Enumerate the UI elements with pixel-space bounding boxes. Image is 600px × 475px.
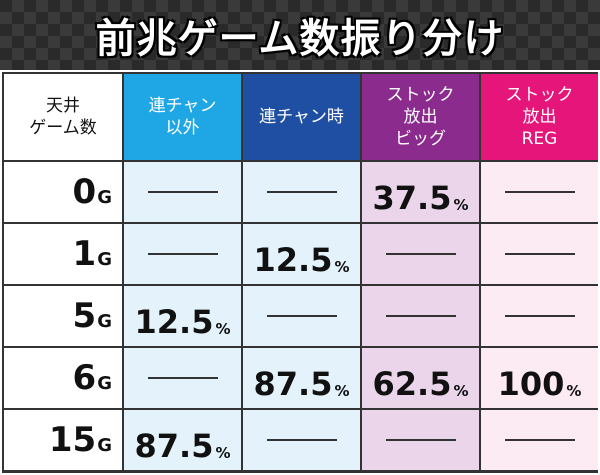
dash-empty bbox=[147, 377, 218, 379]
percent-value: 62.5 bbox=[372, 365, 452, 403]
table-cell: 62.5% bbox=[362, 348, 479, 408]
table-cell bbox=[362, 224, 479, 284]
column-header-stock-big: ストック 放出 ビッグ bbox=[362, 74, 479, 160]
percent-sign: % bbox=[453, 196, 469, 214]
table-cell bbox=[243, 410, 360, 470]
dash-empty bbox=[147, 191, 218, 193]
table-cell bbox=[124, 162, 241, 222]
game-count: 6 bbox=[72, 358, 97, 398]
game-count: 15 bbox=[48, 420, 97, 460]
dash-empty bbox=[385, 315, 456, 317]
percent-value: 12.5 bbox=[134, 303, 214, 341]
game-unit: G bbox=[97, 373, 112, 394]
table-cell bbox=[243, 286, 360, 346]
game-unit: G bbox=[97, 435, 112, 456]
table-cell bbox=[481, 224, 598, 284]
table-cell: 12.5% bbox=[243, 224, 360, 284]
percent-value: 37.5 bbox=[372, 179, 452, 217]
game-unit: G bbox=[97, 187, 112, 208]
table-cell: 87.5% bbox=[243, 348, 360, 408]
column-header-not-renchan: 連チャン 以外 bbox=[124, 74, 241, 160]
table-cell bbox=[481, 162, 598, 222]
percent-value: 100 bbox=[497, 365, 565, 403]
distribution-table: 天井 ゲーム数 連チャン 以外 連チャン時 ストック 放出 ビッグ ストック 放… bbox=[2, 72, 598, 473]
page-title: 前兆ゲーム数振り分け bbox=[95, 16, 505, 62]
percent-sign: % bbox=[334, 382, 350, 400]
dash-empty bbox=[504, 191, 575, 193]
game-unit: G bbox=[97, 249, 112, 270]
dash-empty bbox=[266, 315, 337, 317]
game-count: 1 bbox=[72, 234, 97, 274]
table-cell: 37.5% bbox=[362, 162, 479, 222]
table-cell bbox=[243, 162, 360, 222]
table-cell: 100% bbox=[481, 348, 598, 408]
row-game-label: 15 G bbox=[4, 410, 122, 470]
dash-empty bbox=[504, 439, 575, 441]
dash-empty bbox=[385, 253, 456, 255]
table-cell bbox=[362, 410, 479, 470]
corner-header: 天井 ゲーム数 bbox=[4, 74, 122, 160]
dash-empty bbox=[504, 315, 575, 317]
percent-sign: % bbox=[215, 320, 231, 338]
dash-empty bbox=[266, 191, 337, 193]
percent-sign: % bbox=[334, 258, 350, 276]
percent-sign: % bbox=[566, 382, 582, 400]
game-count: 0 bbox=[72, 172, 97, 212]
column-header-stock-reg: ストック 放出 REG bbox=[481, 74, 598, 160]
table-cell: 12.5% bbox=[124, 286, 241, 346]
percent-value: 87.5 bbox=[134, 427, 214, 465]
column-header-renchan: 連チャン時 bbox=[243, 74, 360, 160]
table-cell bbox=[362, 286, 479, 346]
dash-empty bbox=[266, 439, 337, 441]
table-cell bbox=[481, 410, 598, 470]
table-cell bbox=[124, 348, 241, 408]
dash-empty bbox=[385, 439, 456, 441]
table-cell: 87.5% bbox=[124, 410, 241, 470]
percent-sign: % bbox=[215, 444, 231, 462]
table-cell bbox=[481, 286, 598, 346]
dash-empty bbox=[147, 253, 218, 255]
table-cell bbox=[124, 224, 241, 284]
game-unit: G bbox=[97, 311, 112, 332]
game-count: 5 bbox=[72, 296, 97, 336]
percent-value: 12.5 bbox=[253, 241, 333, 279]
title-bar: 前兆ゲーム数振り分け bbox=[0, 0, 600, 70]
percent-value: 87.5 bbox=[253, 365, 333, 403]
dash-empty bbox=[504, 253, 575, 255]
percent-sign: % bbox=[453, 382, 469, 400]
